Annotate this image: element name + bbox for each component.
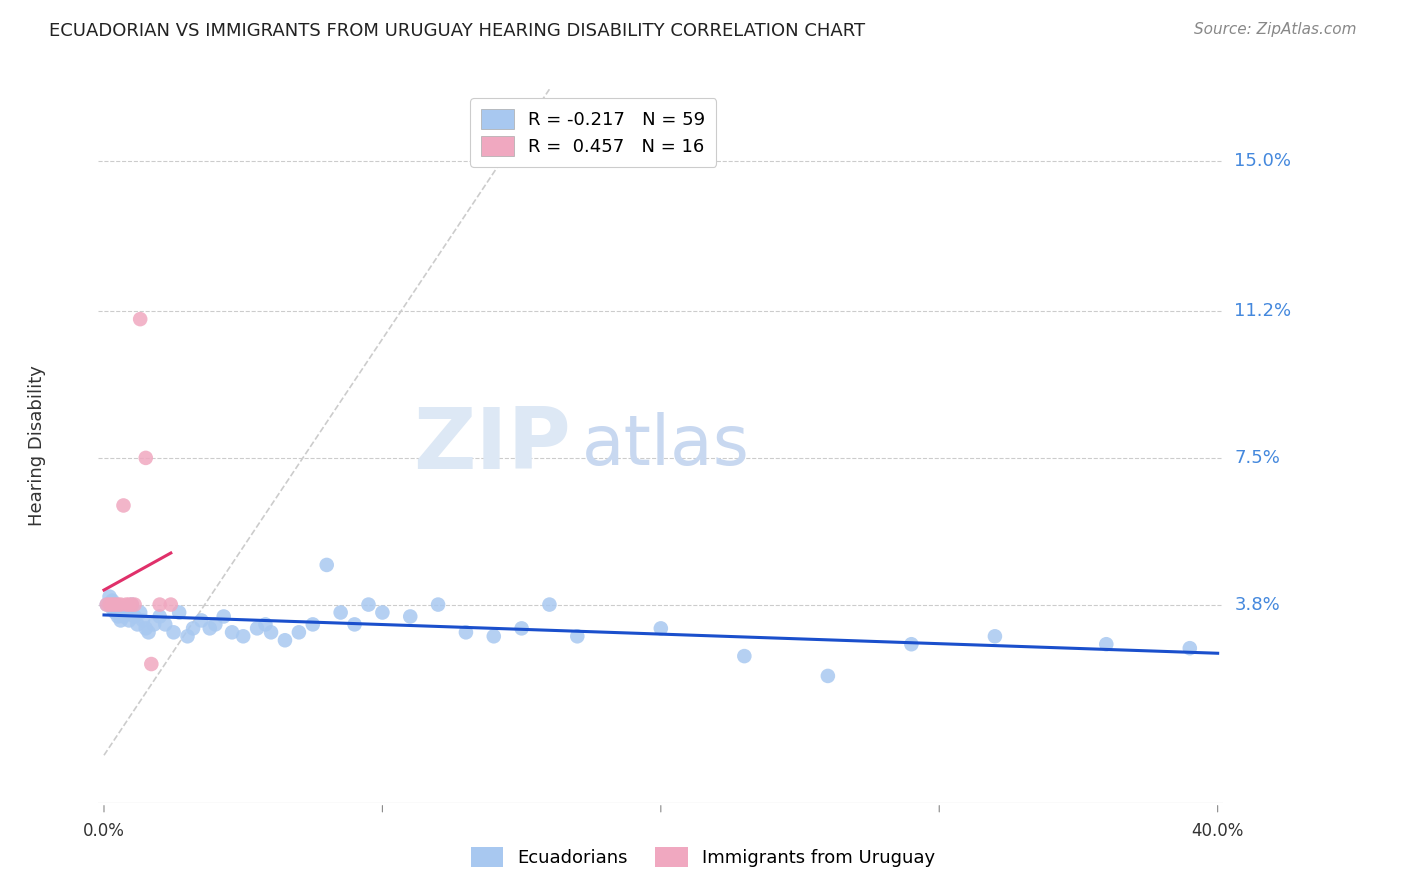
Point — [1178, 641, 1201, 656]
Point — [110, 614, 132, 628]
Point — [96, 598, 118, 612]
Point — [212, 609, 235, 624]
Point — [181, 621, 204, 635]
Legend: R = -0.217   N = 59, R =  0.457   N = 16: R = -0.217 N = 59, R = 0.457 N = 16 — [471, 98, 716, 167]
Point — [98, 590, 121, 604]
Point — [538, 598, 561, 612]
Point — [96, 598, 118, 612]
Point — [301, 617, 323, 632]
Point — [221, 625, 243, 640]
Point — [138, 625, 160, 640]
Point — [127, 617, 149, 632]
Point — [129, 312, 152, 326]
Point — [329, 606, 352, 620]
Point — [162, 625, 184, 640]
Text: ECUADORIAN VS IMMIGRANTS FROM URUGUAY HEARING DISABILITY CORRELATION CHART: ECUADORIAN VS IMMIGRANTS FROM URUGUAY HE… — [49, 22, 865, 40]
Point — [510, 621, 533, 635]
Text: 0.0%: 0.0% — [83, 822, 125, 840]
Text: Source: ZipAtlas.com: Source: ZipAtlas.com — [1194, 22, 1357, 37]
Point — [427, 598, 450, 612]
Point — [107, 601, 129, 615]
Point — [159, 598, 181, 612]
Point — [900, 637, 922, 651]
Text: 15.0%: 15.0% — [1234, 152, 1291, 169]
Point — [482, 629, 505, 643]
Point — [121, 598, 143, 612]
Point — [254, 617, 277, 632]
Point — [135, 621, 157, 635]
Point — [135, 450, 157, 465]
Point — [315, 558, 337, 572]
Text: 7.5%: 7.5% — [1234, 449, 1281, 467]
Point — [129, 606, 152, 620]
Point — [104, 598, 127, 612]
Point — [260, 625, 283, 640]
Point — [274, 633, 297, 648]
Legend: Ecuadorians, Immigrants from Uruguay: Ecuadorians, Immigrants from Uruguay — [464, 839, 942, 874]
Point — [454, 625, 477, 640]
Point — [149, 598, 172, 612]
Point — [141, 657, 163, 671]
Point — [112, 499, 135, 513]
Point — [1095, 637, 1118, 651]
Point — [98, 598, 121, 612]
Point — [371, 606, 394, 620]
Point — [198, 621, 221, 635]
Point — [118, 614, 141, 628]
Point — [101, 601, 124, 615]
Text: 40.0%: 40.0% — [1191, 822, 1244, 840]
Point — [984, 629, 1007, 643]
Point — [104, 606, 127, 620]
Point — [399, 609, 422, 624]
Text: Hearing Disability: Hearing Disability — [28, 366, 45, 526]
Point — [357, 598, 380, 612]
Point — [155, 617, 177, 632]
Point — [121, 598, 143, 612]
Point — [107, 598, 129, 612]
Point — [246, 621, 269, 635]
Point — [143, 617, 166, 632]
Point — [118, 598, 141, 612]
Point — [288, 625, 311, 640]
Text: ZIP: ZIP — [413, 404, 571, 488]
Point — [101, 598, 124, 612]
Point — [124, 598, 146, 612]
Text: 3.8%: 3.8% — [1234, 596, 1279, 614]
Point — [204, 617, 226, 632]
Point — [110, 598, 132, 612]
Point — [110, 606, 132, 620]
Text: 11.2%: 11.2% — [1234, 302, 1292, 320]
Point — [115, 598, 138, 612]
Point — [149, 609, 172, 624]
Point — [650, 621, 672, 635]
Point — [124, 609, 146, 624]
Point — [190, 614, 212, 628]
Point — [104, 598, 127, 612]
Point — [115, 606, 138, 620]
Point — [107, 609, 129, 624]
Point — [132, 614, 155, 628]
Point — [232, 629, 254, 643]
Point — [167, 606, 190, 620]
Text: atlas: atlas — [582, 412, 749, 480]
Point — [112, 601, 135, 615]
Point — [567, 629, 589, 643]
Point — [101, 593, 124, 607]
Point — [343, 617, 366, 632]
Point — [176, 629, 198, 643]
Point — [733, 649, 755, 664]
Point — [817, 669, 839, 683]
Point — [112, 609, 135, 624]
